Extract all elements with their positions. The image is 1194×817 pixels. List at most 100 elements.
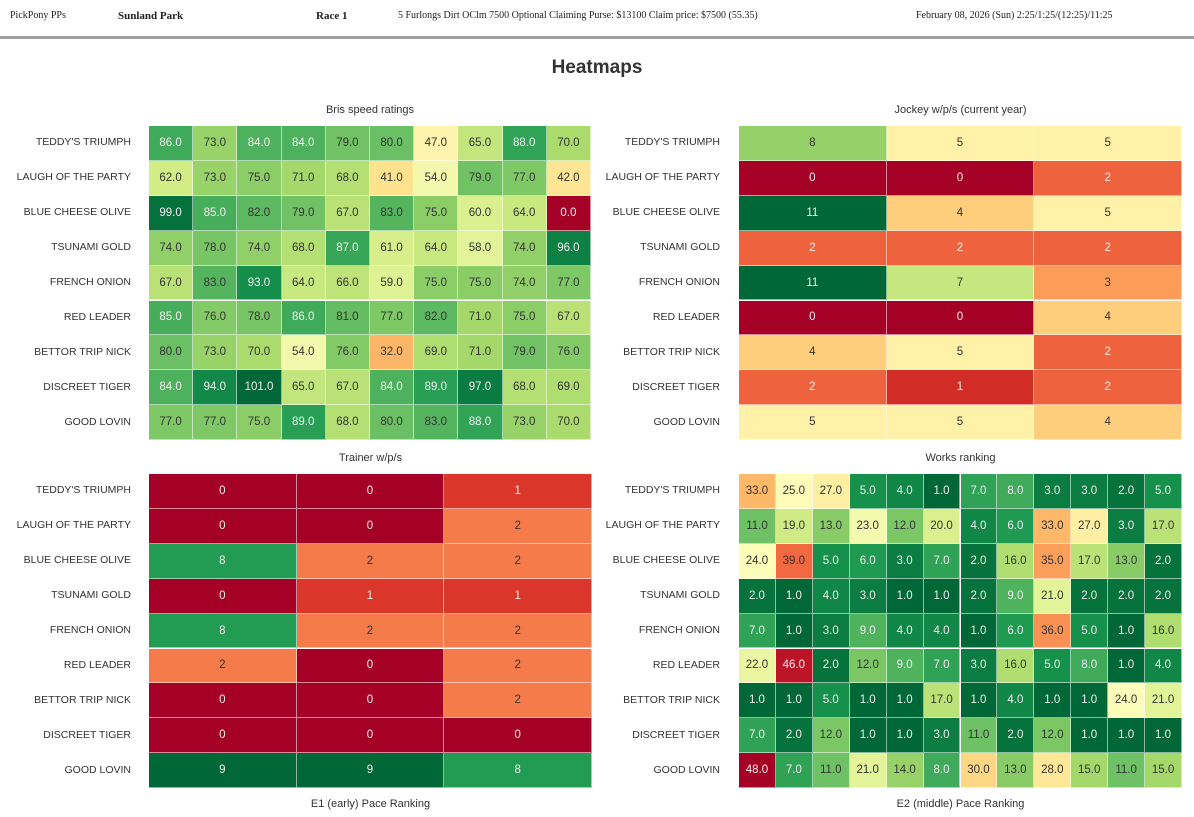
heatmap-cell: 17.0 (923, 683, 961, 719)
heatmap-cell: 2 (296, 543, 445, 579)
heatmap-cell: 33.0 (1034, 508, 1072, 544)
heatmap-cell: 1.0 (960, 613, 998, 649)
heatmap-cell: 2 (886, 230, 1035, 266)
heatmap-cell: 1.0 (1034, 683, 1072, 719)
heatmap-cell: 16.0 (997, 648, 1035, 684)
heatmap-cell: 21.0 (1145, 683, 1182, 719)
heatmap-cell: 1 (444, 578, 592, 614)
row-label: GOOD LOVIN (653, 763, 720, 776)
heatmap-cell: 16.0 (997, 543, 1035, 579)
heatmap-cell: 77.0 (149, 405, 194, 441)
row-label: BLUE CHEESE OLIVE (612, 554, 720, 567)
heatmap-cell: 5.0 (849, 474, 887, 509)
heatmap-cell: 62.0 (149, 160, 194, 196)
heatmap-cell: 13.0 (997, 753, 1035, 789)
heatmap-cell: 2 (444, 683, 592, 719)
heatmap-cell: 9.0 (849, 613, 887, 649)
heatmap-cell: 77.0 (193, 405, 238, 441)
app-name: PickPony PPs (10, 10, 66, 21)
heatmap-cell: 1.0 (886, 718, 924, 754)
heatmap-cell: 5 (1034, 195, 1182, 231)
heatmap-cell: 4 (1034, 300, 1182, 336)
heatmap-cell: 4 (886, 195, 1035, 231)
heatmap-cell: 2.0 (997, 718, 1035, 754)
row-label: BLUE CHEESE OLIVE (23, 206, 131, 219)
heatmap-cell: 4 (739, 335, 887, 371)
heatmap-cell: 79.0 (325, 126, 370, 161)
heatmap-cell: 28.0 (1034, 753, 1072, 789)
heatmap-cell: 41.0 (370, 160, 415, 196)
row-label: TEDDY'S TRIUMPH (624, 136, 720, 149)
heatmap-cell: 1.0 (923, 578, 961, 614)
heatmap-cell: 2 (444, 508, 592, 544)
heatmap-cell: 70.0 (237, 335, 282, 371)
heatmap-cell: 4.0 (886, 474, 924, 509)
heatmap-cell: 0 (444, 718, 592, 754)
heatmap-cell: 68.0 (281, 230, 326, 266)
heatmap-cell: 69.0 (414, 335, 459, 371)
heatmap-cell: 79.0 (502, 335, 547, 371)
heatmap-cell: 2 (1034, 335, 1182, 371)
heatmap-cell: 83.0 (193, 265, 238, 301)
heatmap-cell: 4.0 (886, 613, 924, 649)
heatmap-cell: 87.0 (325, 230, 370, 266)
row-label: DISCREET TIGER (43, 728, 131, 741)
heatmap-cell: 2 (1034, 230, 1182, 266)
heatmap-cell: 2 (444, 648, 592, 684)
heatmap-cell: 3.0 (1071, 474, 1109, 509)
heatmap-cell: 96.0 (546, 230, 591, 266)
heatmap-cell: 16.0 (1145, 613, 1182, 649)
heatmap-cell: 6.0 (997, 613, 1035, 649)
heatmap-cell: 68.0 (325, 405, 370, 441)
heatmap-cell: 11 (739, 195, 887, 231)
row-label: TEDDY'S TRIUMPH (35, 136, 131, 149)
heatmap-cell: 8 (149, 543, 297, 579)
heatmap-cell: 74.0 (502, 230, 547, 266)
heatmap-cell: 0 (886, 300, 1035, 336)
heatmap-cell: 20.0 (923, 508, 961, 544)
heatmap-cell: 64.0 (414, 230, 459, 266)
track-name: Sunland Park (118, 10, 184, 22)
heatmap-cell: 68.0 (325, 160, 370, 196)
heatmap-cell: 0 (149, 683, 297, 719)
heatmap-cell: 25.0 (775, 474, 813, 509)
heatmap-cell: 19.0 (775, 508, 813, 544)
heatmap-cell: 7 (886, 265, 1035, 301)
heatmap-cell: 2.0 (812, 648, 850, 684)
heatmap-cell: 78.0 (237, 300, 282, 336)
row-label: TSUNAMI GOLD (640, 241, 720, 254)
heatmap-cell: 93.0 (237, 265, 282, 301)
heatmap-cell: 12.0 (1034, 718, 1072, 754)
heatmap-cell: 73.0 (193, 126, 238, 161)
row-label: RED LEADER (63, 658, 131, 671)
heatmap-title: Trainer w/p/s (338, 452, 403, 464)
heatmap-cell: 67.0 (325, 370, 370, 406)
heatmap-cell: 11 (739, 265, 887, 301)
heatmap-cell: 1.0 (1108, 613, 1146, 649)
row-label: GOOD LOVIN (64, 763, 131, 776)
heatmap-cell: 65.0 (458, 126, 503, 161)
heatmap-cell: 0 (296, 648, 445, 684)
heatmap-cell: 8.0 (923, 753, 961, 789)
heatmap-cell: 4.0 (1145, 648, 1182, 684)
heatmap-cell: 32.0 (370, 335, 415, 371)
heatmap-cell: 2 (1034, 160, 1182, 196)
heatmap-cell: 9 (149, 753, 297, 789)
heatmap-cell: 84.0 (237, 126, 282, 161)
heatmap-cell: 2.0 (775, 718, 813, 754)
heatmap-cell: 2.0 (1145, 543, 1182, 579)
heatmap-cell: 7.0 (960, 474, 998, 509)
heatmap-cell: 1.0 (1108, 648, 1146, 684)
heatmap-cell: 81.0 (325, 300, 370, 336)
heatmap-cell: 94.0 (193, 370, 238, 406)
heatmap-cell: 2.0 (739, 578, 776, 614)
heatmap-cell: 75.0 (414, 265, 459, 301)
page-header: PickPony PPs Sunland Park Race 1 5 Furlo… (0, 0, 1194, 36)
heatmap-cell: 21.0 (1034, 578, 1072, 614)
heatmap-cell: 9.0 (886, 648, 924, 684)
heatmap-cell: 17.0 (1145, 508, 1182, 544)
heatmap-cell: 33.0 (739, 474, 776, 509)
heatmap-cell: 74.0 (502, 265, 547, 301)
row-label: TSUNAMI GOLD (51, 241, 131, 254)
heatmap-cell: 1.0 (1145, 718, 1182, 754)
